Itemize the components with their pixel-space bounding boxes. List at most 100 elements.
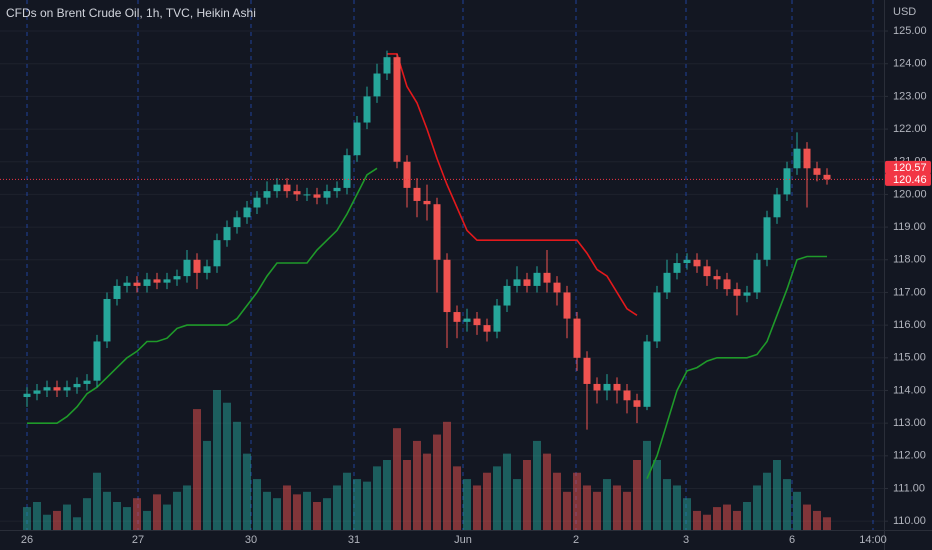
stop-line	[27, 167, 827, 480]
candle-body	[553, 282, 561, 293]
volume-bar	[483, 472, 491, 530]
y-tick-label: 123.00	[893, 90, 927, 102]
candle-body	[683, 259, 691, 264]
candle-body	[373, 73, 381, 97]
axes: 110.00 111.00 112.00 113.00 114.00 115.00 116.…	[0, 25, 931, 546]
volume-bar	[493, 466, 501, 530]
candle-body	[133, 282, 141, 286]
volume-bar	[143, 510, 151, 530]
y-tick-label: 119.00	[893, 221, 926, 233]
candle-body	[283, 184, 291, 192]
x-tick-label: 26	[21, 534, 33, 546]
volume-bar	[823, 517, 831, 530]
volume-bar	[723, 504, 731, 530]
currency-label: USD	[893, 6, 916, 18]
candle-body	[393, 57, 401, 162]
volume-bar	[283, 485, 291, 530]
y-tick-label: 115.00	[893, 352, 926, 364]
volume-bar	[73, 517, 81, 530]
volume-bar	[763, 472, 771, 530]
volume-bar	[273, 498, 281, 530]
volume-bar	[673, 485, 681, 530]
volume-bar	[113, 502, 121, 530]
candle-body	[263, 191, 271, 198]
candle-body	[513, 279, 521, 286]
candle-body	[753, 259, 761, 293]
volume-bar	[433, 434, 441, 530]
candle-body	[333, 187, 341, 192]
volume-bar	[533, 440, 541, 530]
stop-lines	[27, 53, 827, 480]
candle-body	[273, 184, 281, 192]
volume-bar	[333, 485, 341, 530]
volume-bar	[733, 510, 741, 530]
candle-body	[53, 387, 61, 391]
volume-bar	[663, 479, 671, 530]
candle-body	[403, 161, 411, 188]
y-tick-label: 125.00	[893, 25, 927, 37]
volume-pane	[23, 390, 831, 530]
candle-body	[583, 357, 591, 384]
y-tick-label: 113.00	[893, 417, 926, 429]
volume-bar	[403, 460, 411, 530]
candle-body	[573, 318, 581, 358]
candle-body	[83, 380, 91, 384]
volume-bar	[253, 479, 261, 530]
candle-body	[323, 191, 331, 198]
volume-bar	[753, 485, 761, 530]
volume-bar	[443, 421, 451, 530]
y-tick-label: 122.00	[893, 123, 927, 135]
volume-bar	[163, 504, 171, 530]
x-tick-label: 2	[573, 534, 579, 546]
volume-bar	[193, 409, 201, 530]
candle-body	[733, 289, 741, 296]
volume-bar	[563, 491, 571, 530]
volume-bar	[123, 507, 131, 530]
candle-body	[253, 197, 261, 208]
volume-bar	[693, 510, 701, 530]
candle-body	[313, 194, 321, 198]
candle-body	[623, 390, 631, 401]
y-tick-label: 111.00	[893, 482, 925, 494]
volume-bar	[643, 440, 651, 530]
candle-body	[303, 194, 311, 196]
candle-body	[613, 383, 621, 391]
candle-body	[443, 259, 451, 313]
volume-bar	[33, 502, 41, 530]
volume-bar	[473, 485, 481, 530]
candle-body	[743, 292, 751, 296]
y-tick-label: 120.00	[893, 188, 927, 200]
candle-body	[343, 155, 351, 188]
volume-bar	[623, 491, 631, 530]
volume-bar	[363, 481, 371, 530]
volume-bar	[383, 460, 391, 530]
candle-body	[223, 227, 231, 241]
volume-bar	[683, 498, 691, 530]
candle-body	[43, 387, 51, 391]
volume-bar	[373, 466, 381, 530]
volume-bar	[523, 460, 531, 530]
candle-body	[163, 279, 171, 283]
volume-bar	[613, 485, 621, 530]
candle-body	[723, 279, 731, 290]
candle-body	[413, 187, 421, 201]
candle-body	[103, 298, 111, 342]
candle-body	[193, 259, 201, 273]
candle-body	[803, 148, 811, 169]
volume-bar	[173, 491, 181, 530]
volume-bar	[803, 504, 811, 530]
volume-bar	[293, 494, 301, 530]
candle-body	[793, 148, 801, 169]
x-tick-label: 30	[245, 534, 257, 546]
y-tick-label: 114.00	[893, 384, 926, 396]
volume-bar	[323, 498, 331, 530]
x-tick-label: 3	[683, 534, 689, 546]
candle-body	[183, 259, 191, 277]
candle-body	[243, 207, 251, 218]
volume-bar	[793, 491, 801, 530]
volume-bar	[633, 460, 641, 530]
last-price-box	[885, 160, 931, 174]
volume-bar	[23, 507, 31, 530]
volume-bar	[653, 460, 661, 530]
